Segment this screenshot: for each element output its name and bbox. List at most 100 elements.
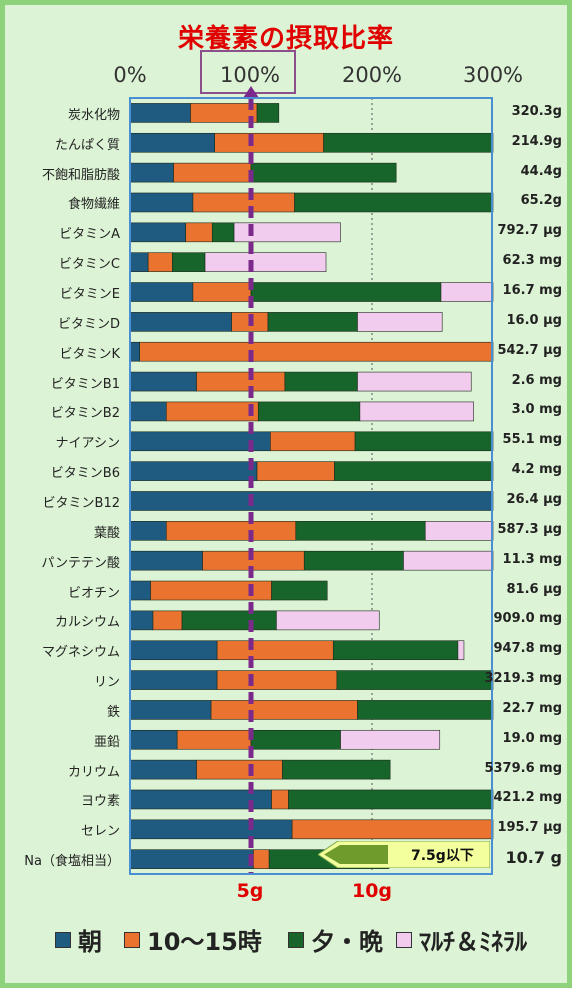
row-total-18: 947.8 mg [493, 641, 563, 657]
row-label-22: カリウム [67, 764, 120, 780]
row-total-22: 5379.6 mg [484, 760, 562, 776]
row-total-15: 11.3 mg [502, 551, 562, 567]
row-label-12: ビタミンB6 [50, 466, 120, 482]
row-total-14: 587.3 μg [497, 521, 562, 537]
legend-swatch-morning [55, 931, 71, 948]
row-label-1: たんぱく質 [54, 137, 120, 153]
bar-evening-3 [294, 192, 494, 213]
row-label-4: ビタミンA [59, 227, 120, 243]
legend-item-morning: 朝 [55, 922, 102, 957]
bar-multi-4 [233, 222, 341, 243]
bar-evening-19 [336, 670, 494, 690]
row-label-18: マグネシウム [41, 645, 120, 661]
bar-evening-23 [288, 789, 494, 810]
legend-item-midday: 10～15時 [124, 922, 262, 957]
bar-multi-9 [357, 371, 472, 392]
bar-multi-5 [204, 252, 327, 272]
bar-evening-11 [354, 431, 494, 452]
legend-label-multi: ﾏﾙﾁ＆ﾐﾈﾗﾙ [419, 928, 527, 956]
bar-midday-24 [291, 819, 494, 840]
bar-multi-14 [424, 521, 494, 541]
row-label-8: ビタミンK [59, 346, 120, 362]
legend-swatch-multi [396, 931, 412, 948]
row-label-23: ヨウ素 [80, 794, 120, 810]
target-line-arrowhead [243, 86, 259, 98]
row-label-3: 食物繊維 [67, 197, 120, 213]
row-total-3: 65.2g [520, 193, 562, 209]
row-label-21: 亜鉛 [93, 734, 120, 750]
row-total-2: 44.4g [520, 163, 562, 179]
row-label-10: ビタミンB2 [50, 406, 120, 422]
row-total-8: 542.7 μg [497, 342, 562, 358]
row-total-17: 909.0 mg [493, 611, 563, 627]
row-total-6: 16.7 mg [502, 283, 562, 299]
bar-evening-20 [357, 700, 494, 720]
bar-multi-21 [340, 729, 441, 750]
plot-area-border [129, 97, 493, 875]
row-total-19: 3219.3 mg [484, 671, 562, 687]
row-total-11: 55.1 mg [502, 432, 562, 448]
row-label-2: 不飽和脂肪酸 [41, 167, 120, 183]
bar-multi-6 [440, 282, 494, 302]
legend-item-multi: ﾏﾙﾁ＆ﾐﾈﾗﾙ [396, 922, 527, 957]
row-total-12: 4.2 mg [511, 462, 562, 478]
legend-label-midday: 10～15時 [147, 928, 262, 956]
legend-swatch-evening [288, 931, 304, 948]
tick-label-0: 0% [113, 63, 147, 87]
row-label-9: ビタミンB1 [50, 376, 120, 392]
row-label-7: ビタミンD [57, 316, 120, 332]
bar-multi-10 [359, 401, 474, 422]
bottom-tick-5g: 5g [236, 880, 264, 902]
bar-evening-1 [323, 132, 494, 153]
row-total-13: 26.4 μg [506, 491, 562, 507]
legend-label-evening: 夕・晩 [311, 928, 383, 956]
bar-evening-12 [334, 461, 494, 481]
row-total-20: 22.7 mg [502, 700, 562, 716]
bar-evening-16 [271, 580, 328, 601]
bar-multi-7 [357, 312, 443, 332]
bar-multi-15 [403, 550, 494, 571]
row-label-14: 葉酸 [93, 525, 120, 541]
row-label-6: ビタミンE [59, 287, 120, 303]
row-total-21: 19.0 mg [502, 730, 562, 746]
sodium-target-note: 7.5g以下 [411, 848, 474, 864]
row-label-15: パンテテン酸 [41, 555, 120, 571]
row-label-19: リン [93, 675, 120, 691]
legend-swatch-midday [124, 931, 140, 948]
row-label-16: ビオチン [67, 585, 120, 601]
row-label-5: ビタミンC [58, 257, 120, 273]
legend-label-morning: 朝 [78, 928, 102, 956]
row-label-0: 炭水化物 [67, 107, 120, 123]
row-total-7: 16.0 μg [506, 312, 562, 328]
row-total-1: 214.9g [511, 133, 562, 149]
bar-multi-18 [457, 640, 465, 661]
sodium-target-arrow [318, 841, 490, 868]
row-total-10: 3.0 mg [511, 402, 562, 418]
bar-midday-8 [139, 341, 494, 362]
row-total-4: 792.7 μg [497, 223, 562, 239]
row-label-20: 鉄 [106, 704, 120, 720]
row-total-24: 195.7 μg [497, 820, 562, 836]
bar-evening-0 [256, 103, 280, 123]
row-label-13: ビタミンB12 [42, 495, 120, 511]
row-total-9: 2.6 mg [511, 372, 562, 388]
row-label-11: ナイアシン [55, 436, 120, 452]
chart-title: 栄養素の摂取比率 [177, 24, 394, 54]
row-total-25: 10.7 g [505, 848, 563, 868]
row-label-24: セレン [80, 824, 120, 840]
row-total-16: 81.6 μg [506, 581, 562, 597]
tick-label-100: 100% [219, 63, 281, 87]
row-total-5: 62.3 mg [502, 253, 562, 269]
row-label-25: Na（食塩相当） [24, 854, 120, 870]
tick-label-200: 200% [341, 63, 403, 87]
row-total-0: 320.3g [511, 103, 562, 119]
tick-label-300: 300% [462, 63, 524, 87]
bar-evening-22 [282, 759, 391, 780]
row-total-23: 421.2 mg [493, 790, 563, 806]
bar-multi-17 [276, 610, 380, 631]
legend: 朝 10～15時 夕・晩 ﾏﾙﾁ＆ﾐﾈﾗﾙ [0, 922, 572, 962]
row-label-17: カルシウム [54, 615, 120, 631]
bottom-tick-10g: 10g [351, 880, 393, 902]
legend-item-evening: 夕・晩 [288, 922, 383, 957]
